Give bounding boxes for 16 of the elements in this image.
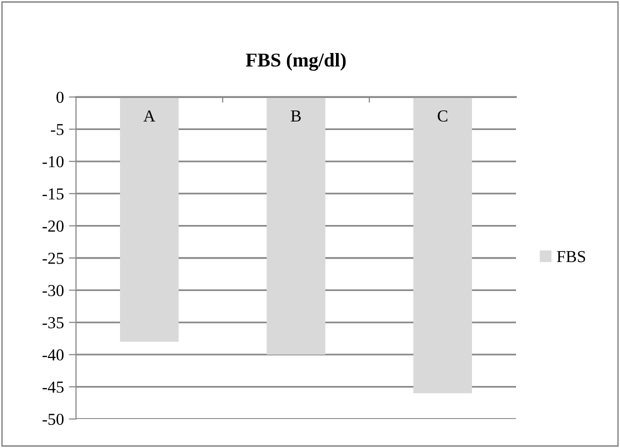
x-tick-label: C bbox=[438, 110, 448, 122]
legend-label: FBS bbox=[556, 251, 586, 262]
y-tick-label: -10 bbox=[42, 156, 64, 168]
y-tick-label: -40 bbox=[42, 349, 64, 361]
x-tick-label: B bbox=[290, 110, 301, 122]
chart-title: FBS (mg/dl) bbox=[246, 52, 346, 71]
y-tick-label: -50 bbox=[42, 414, 64, 425]
y-tick-label: -25 bbox=[42, 252, 64, 264]
y-tick-label: -30 bbox=[42, 284, 64, 296]
y-tick-label: -45 bbox=[42, 382, 64, 393]
y-tick-label: 0 bbox=[56, 92, 64, 103]
y-tick-label: -15 bbox=[42, 188, 64, 200]
y-tick-label: -20 bbox=[42, 220, 64, 232]
y-tick-label: -35 bbox=[42, 317, 64, 328]
y-tick-label: -5 bbox=[50, 124, 64, 136]
x-tick-label: A bbox=[143, 110, 156, 122]
